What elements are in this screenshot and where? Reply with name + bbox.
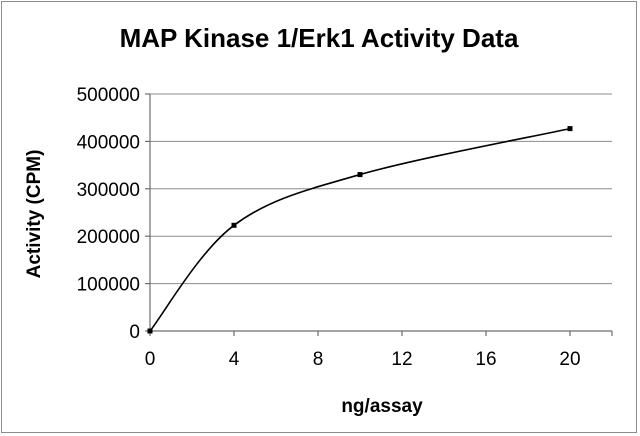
data-point-2 <box>357 172 363 178</box>
x-tick-label-0: 0 <box>145 349 156 370</box>
y-tick-label-3: 300000 <box>77 180 140 201</box>
x-tick-labels: 0 4 8 12 16 20 <box>145 349 581 370</box>
data-points <box>147 126 573 334</box>
y-tick-label-5: 500000 <box>77 85 140 106</box>
x-tick-label-4: 16 <box>475 349 496 370</box>
x-tick-label-3: 12 <box>391 349 412 370</box>
chart-title: MAP Kinase 1/Erk1 Activity Data <box>120 23 519 53</box>
data-point-1 <box>231 222 237 228</box>
y-tick-label-2: 200000 <box>77 227 140 248</box>
y-tick-labels: 0 100000 200000 300000 400000 500000 <box>77 85 140 343</box>
x-axis-title: ng/assay <box>341 396 423 417</box>
x-tick-label-1: 4 <box>229 349 240 370</box>
gridlines <box>150 93 612 285</box>
y-tick-label-4: 400000 <box>77 132 140 153</box>
y-axis-title: Activity (CPM) <box>24 150 45 279</box>
x-tick-label-5: 20 <box>559 349 580 370</box>
y-tick-label-0: 0 <box>129 322 140 343</box>
x-tick-label-2: 8 <box>313 349 324 370</box>
data-point-0 <box>147 328 153 334</box>
y-tick-label-1: 100000 <box>77 275 140 296</box>
series-curve <box>149 127 571 332</box>
data-point-3 <box>567 126 573 132</box>
axes <box>145 93 613 336</box>
